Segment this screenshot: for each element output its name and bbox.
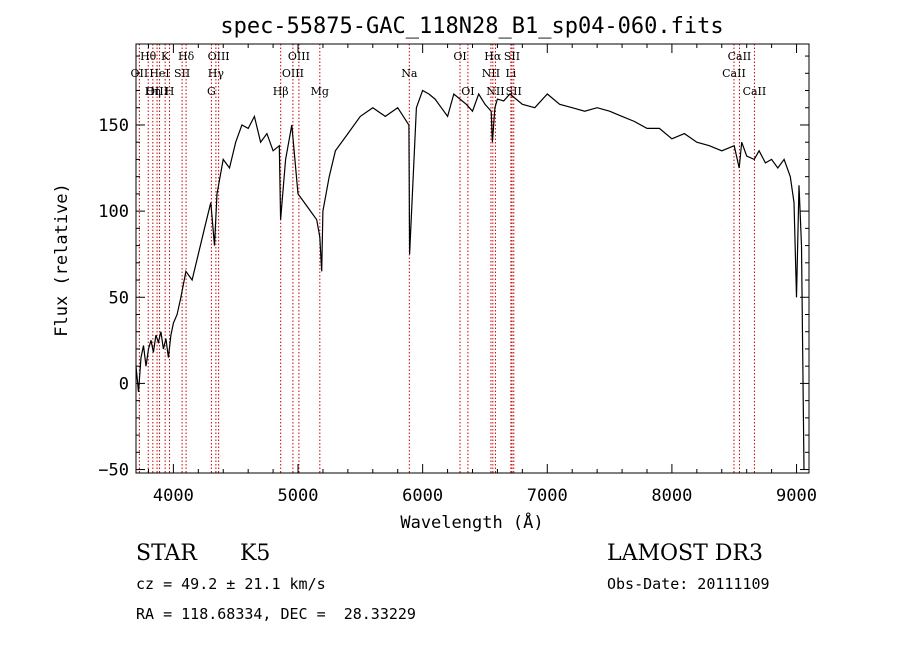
spectrum-line [135,89,805,470]
chart-title: spec-55875-GAC_118N28_B1_sp04-060.fits [220,14,723,39]
object-subclass: K5 [240,541,271,566]
emission-line-label: Hδ [178,50,195,63]
emission-line-label: OIII [288,50,310,63]
x-tick-label: 5000 [278,486,319,506]
emission-line-label: Li [505,67,516,80]
emission-line-label: NII [482,67,500,80]
x-tick-label: 4000 [153,486,194,506]
y-tick-label: 150 [98,116,129,136]
emission-line-label: OIII [146,85,168,98]
emission-line-label: OIII [282,67,304,80]
emission-line-label: K [161,50,170,63]
plot-frame [135,43,810,474]
x-tick-label: 6000 [402,486,443,506]
x-tick-label: 7000 [527,486,568,506]
emission-line-markers [138,44,755,473]
y-tick-label: 50 [109,288,129,308]
emission-line-label: Na [401,67,418,80]
emission-line-label: NII [486,85,504,98]
emission-line-label: SII [504,50,520,63]
emission-line-label: HeI [149,67,169,80]
x-axis-ticks: 4000 5000 6000 7000 8000 9000 [147,44,817,506]
emission-line-label: Hθ [140,50,157,63]
x-tick-label: 9000 [776,486,817,506]
emission-line-label: Hβ [273,85,289,98]
y-axis-ticks: −50 0 50 100 150 [98,55,809,481]
obs-date: Obs-Date: 20111109 [607,575,770,593]
emission-line-label: OI [461,85,474,98]
emission-line-label: Hα [484,50,502,63]
y-tick-label: 0 [119,374,129,394]
emission-line-label: CaII [722,67,746,80]
ra-dec: RA = 118.68334, DEC = 28.33229 [136,605,416,623]
survey-name: LAMOST DR3 [607,541,763,566]
spectrum-chart: spec-55875-GAC_118N28_B1_sp04-060.fits H… [52,14,817,533]
y-tick-label: −50 [98,461,129,481]
emission-line-label: Hη [145,85,161,98]
redshift-cz: cz = 49.2 ± 21.1 km/s [136,575,326,593]
emission-line-label: Mg [311,85,329,98]
emission-line-label: Hγ [208,67,225,80]
emission-line-label: SII [174,67,190,80]
emission-line-label: H [165,85,175,98]
object-class: STAR [136,541,197,566]
emission-line-label: CaII [728,50,752,63]
emission-line-label: CaII [743,85,767,98]
emission-line-label: G [207,85,216,98]
y-tick-label: 100 [98,202,129,222]
x-tick-label: 8000 [651,486,692,506]
x-axis-label: Wavelength (Å) [400,511,543,533]
y-axis-label: Flux (relative) [52,183,72,337]
emission-line-label: OIII [208,50,230,63]
emission-line-label: OI [453,50,466,63]
